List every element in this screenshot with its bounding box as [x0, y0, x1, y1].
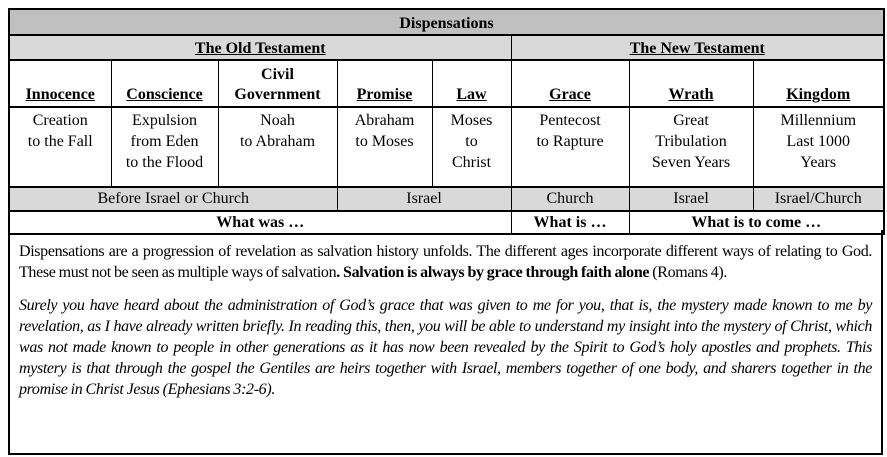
dispensation-period-cell: Abraham to Moses — [336, 106, 433, 188]
period-line: Millennium — [780, 112, 857, 129]
dispensation-name: Law — [456, 86, 487, 103]
period-line: from Eden — [130, 133, 199, 150]
old-testament-header: The Old Testament — [8, 34, 512, 61]
dispensation-name-cell: Promise — [336, 59, 433, 108]
dispensation-name-cell: Wrath — [628, 59, 754, 108]
period-line: to Abraham — [239, 133, 316, 150]
dispensation-name-cell: Innocence — [8, 59, 112, 108]
scripture-quote: Surely you have heard about the administ… — [19, 297, 872, 398]
time-cell-past: What was … — [8, 210, 512, 235]
dispensation-period-cell: Pentecost to Rapture — [510, 106, 630, 188]
period-line: to the Fall — [27, 133, 93, 150]
group-cell: Israel — [628, 186, 754, 212]
period-line: Tribulation — [655, 133, 727, 150]
period-line: Expulsion — [132, 112, 197, 129]
dispensation-name: Wrath — [668, 86, 714, 103]
dispensation-name: Government — [234, 86, 321, 103]
new-testament-header: The New Testament — [510, 34, 885, 61]
dispensation-period-cell: Expulsion from Eden to the Flood — [110, 106, 219, 188]
dispensation-period-cell: Millennium Last 1000 Years — [752, 106, 885, 188]
group-cell: Church — [510, 186, 630, 212]
period-line: to Moses — [355, 133, 414, 150]
group-cell: Before Israel or Church — [8, 186, 338, 212]
group-cell: Israel — [336, 186, 512, 212]
period-line: Creation — [32, 112, 88, 129]
table-title: Dispensations — [8, 8, 885, 36]
dispensation-name-cell: Kingdom — [752, 59, 885, 108]
period-line: Pentecost — [539, 112, 601, 129]
period-line: Abraham — [354, 112, 415, 129]
dispensation-name: Innocence — [25, 86, 95, 103]
period-line: Moses — [450, 112, 493, 129]
dispensation-period-cell: Moses to Christ — [431, 106, 512, 188]
explanation-paragraph: Dispensations are a progression of revel… — [19, 243, 872, 281]
period-line: Great — [673, 112, 709, 129]
period-line: Seven Years — [651, 154, 731, 171]
group-cell: Israel/Church — [752, 186, 885, 212]
dispensation-name-line1: Civil — [261, 66, 294, 83]
period-line: Years — [800, 154, 837, 171]
time-cell-future: What is to come … — [628, 210, 885, 235]
dispensation-name: Grace — [549, 86, 591, 103]
period-line: to — [465, 133, 478, 150]
time-cell-present: What is … — [510, 210, 630, 235]
dispensations-table: Dispensations The Old Testament The New … — [8, 8, 885, 235]
dispensation-period-cell: Great Tribulation Seven Years — [628, 106, 754, 188]
period-line: to Rapture — [536, 133, 604, 150]
period-line: Christ — [451, 154, 492, 171]
period-line: Last 1000 — [786, 133, 851, 150]
dispensation-name: Promise — [356, 86, 413, 103]
explanation-box: Dispensations are a progression of revel… — [8, 230, 883, 455]
dispensation-name-cell: Law — [431, 59, 512, 108]
dispensation-name-cell: Civil Government — [217, 59, 338, 108]
period-line: to the Flood — [125, 154, 204, 171]
dispensation-period-cell: Creation to the Fall — [8, 106, 112, 188]
dispensation-name: Conscience — [126, 86, 203, 103]
dispensation-period-cell: Noah to Abraham — [217, 106, 338, 188]
period-line: Noah — [260, 112, 295, 129]
dispensation-name-cell: Grace — [510, 59, 630, 108]
dispensation-name: Kingdom — [786, 86, 851, 103]
dispensation-name-cell: Conscience — [110, 59, 219, 108]
